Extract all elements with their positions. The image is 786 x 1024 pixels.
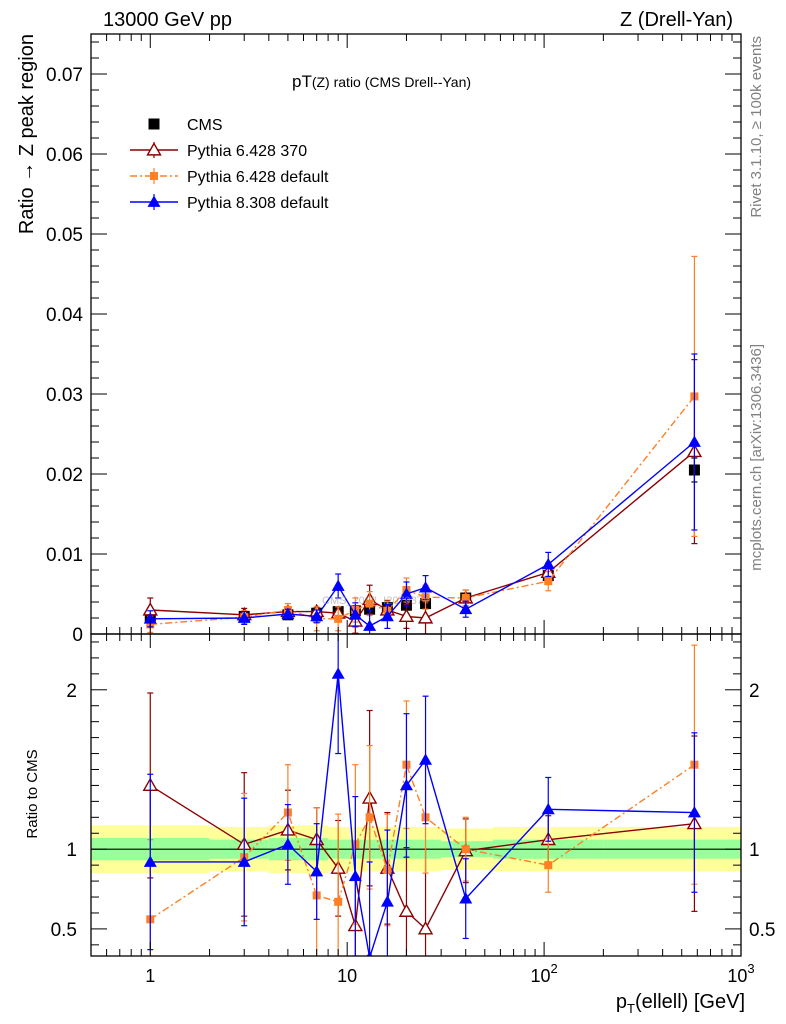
x-tick-label: 102 (530, 961, 557, 986)
data-point (310, 609, 324, 622)
data-point (331, 667, 345, 679)
chart-title-rest: (Z) ratio (CMS Drell--Yan) (312, 74, 471, 90)
x-tick-label-base: 10 (530, 966, 550, 986)
legend-marker (146, 142, 162, 156)
y-tick-label: 0.04 (46, 305, 83, 326)
x-tick-label: 103 (727, 961, 754, 986)
data-point (310, 865, 324, 877)
legend: CMS Pythia 6.428 370 Pythia 6.428 default P… (130, 117, 329, 212)
series-py8 (143, 634, 701, 956)
series-py6_default (146, 255, 699, 634)
data-point (366, 951, 373, 956)
x-axis-label-main: p (616, 991, 627, 1013)
y-tick-label: 0.5 (51, 920, 77, 941)
x-axis-label-rest: (ellell) [GeV] (635, 991, 745, 1013)
header-left: 13000 GeV pp (103, 9, 232, 31)
legend-marker (150, 172, 158, 180)
x-tick-label-base: 10 (337, 966, 357, 986)
chart-title-main: pT (292, 72, 312, 91)
data-point (687, 435, 701, 447)
data-point (348, 608, 362, 620)
x-axis-label-sub: T (627, 1001, 635, 1016)
legend-item-py8: Pythia 8.308 default (130, 194, 329, 212)
y-tick-label: 0.01 (46, 545, 83, 566)
legend-item-cms: CMS (148, 117, 223, 134)
data-point (544, 861, 553, 870)
data-point (541, 802, 555, 815)
y-tick-label: 0.07 (46, 65, 83, 86)
legend-label: Pythia 8.308 default (187, 195, 329, 212)
x-tick-label: 1 (145, 966, 155, 986)
legend-label: Pythia 6.428 default (187, 169, 329, 186)
data-point (459, 602, 473, 615)
y-tick-label: 1 (66, 840, 77, 861)
y-tick-label: 0.02 (46, 465, 83, 486)
data-point (541, 557, 555, 570)
data-point (281, 607, 295, 619)
x-axis-label: pT(ellell) [GeV] (616, 991, 745, 1016)
data-point (334, 897, 343, 906)
data-point (398, 608, 415, 622)
data-point (237, 855, 251, 867)
y-tick-label-right: 1 (749, 840, 760, 861)
y-tick-label: 2 (66, 681, 77, 702)
x-tick-label-base: 1 (145, 966, 155, 986)
y-tick-label: 0.06 (46, 145, 83, 166)
data-point (363, 619, 377, 631)
y-tick-label: 0 (72, 625, 83, 646)
y-tick-label-right: 0.5 (749, 920, 775, 941)
data-point (399, 587, 413, 599)
data-point (281, 837, 295, 850)
y-tick-label-right: 2 (749, 681, 760, 702)
data-point (461, 845, 470, 854)
main-plot-panel: 0 0.01 0.02 0.03 0.04 0.05 0.06 0.07 pT(Z) rati… (46, 33, 742, 646)
x-tick-label-base: 10 (727, 966, 747, 986)
data-point (417, 610, 434, 624)
legend-marker (147, 195, 161, 207)
y-tick-label: 0.03 (46, 385, 83, 406)
data-point (461, 594, 470, 602)
data-point (331, 579, 345, 591)
data-point (417, 920, 434, 935)
rivet-label: Rivet 3.1.10, ≥ 100k events (748, 36, 765, 218)
data-point (419, 581, 433, 593)
series-py8 (143, 353, 701, 634)
ratio-ylabel: Ratio to CMS (24, 749, 41, 838)
legend-marker (148, 118, 160, 130)
series-py6_370 (142, 359, 703, 634)
data-point (380, 895, 394, 907)
mcplots-label: mcplots.cern.ch [arXiv:1306.3436] (748, 344, 765, 571)
data-point (143, 612, 157, 624)
data-point (143, 855, 157, 867)
chart-title: pT(Z) ratio (CMS Drell--Yan) (292, 72, 471, 91)
data-point (380, 609, 394, 622)
legend-label: CMS (187, 117, 223, 134)
plot-frame (90, 633, 742, 957)
x-tick-label: 10 (337, 966, 357, 986)
x-tick-label-exponent: 2 (550, 961, 557, 976)
data-point (365, 599, 374, 608)
legend-label: Pythia 6.428 370 (187, 143, 307, 160)
data-point (365, 813, 374, 822)
data-point (544, 577, 553, 586)
data-point (398, 903, 415, 917)
data-point (419, 753, 433, 765)
data-point (237, 611, 251, 623)
y-tick-label: 0.05 (46, 225, 83, 246)
legend-item-py6_default: Pythia 6.428 default (130, 168, 329, 186)
watermark: CMS_2022_I2079374 (322, 595, 429, 607)
data-point (687, 806, 701, 818)
data-point (459, 892, 473, 904)
data-point (348, 869, 362, 882)
header-right: Z (Drell-Yan) (620, 9, 733, 31)
legend-item-py6_370: Pythia 6.428 370 (130, 142, 307, 160)
x-tick-label-exponent: 3 (747, 961, 754, 976)
data-point (334, 614, 343, 623)
main-ylabel: Ratio → Z peak region (16, 34, 38, 234)
data-point (399, 778, 413, 791)
